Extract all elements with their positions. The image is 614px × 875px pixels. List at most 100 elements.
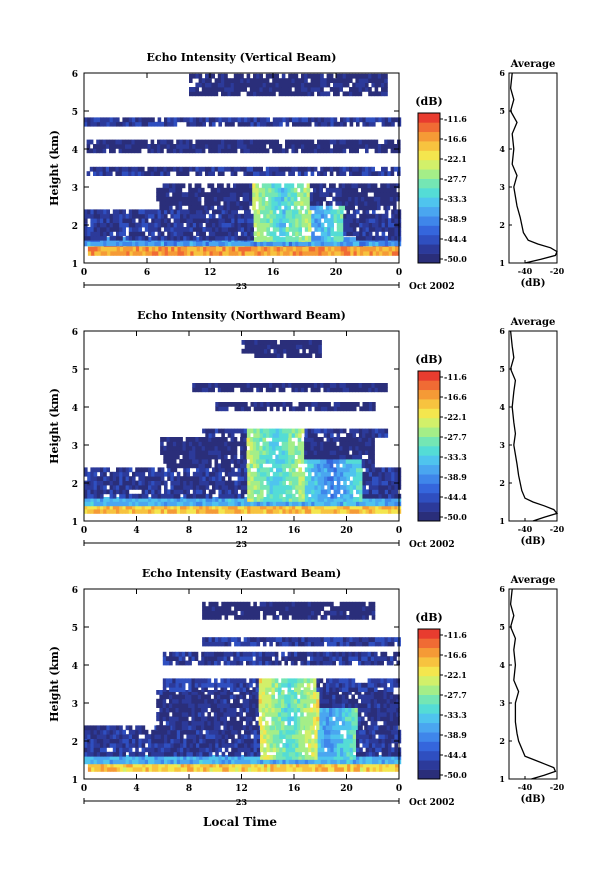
heatmap-cell [282,237,286,242]
average-x-tick-label: -40 [518,266,533,276]
heatmap-cell [182,148,187,154]
heatmap-cell [121,148,126,154]
heatmap-cell [388,755,392,760]
heatmap-cell [343,251,348,256]
heatmap-cell [345,205,349,211]
heatmap-cell [384,218,389,223]
heatmap-cell [269,476,274,481]
heatmap-cell [352,87,356,92]
heatmap-cell [151,117,155,123]
heatmap-cell [358,433,363,438]
heatmap-cell [138,497,142,502]
heatmap-cell [160,148,164,154]
colorbar-tick-label: -16.6 [444,134,467,144]
heatmap-cell [250,471,254,477]
heatmap-cell [249,459,254,464]
heatmap-cell [329,166,334,172]
heatmap-cell [343,222,347,228]
heatmap-cell [365,73,369,79]
heatmap-cell [107,251,111,256]
heatmap-cell [221,227,226,232]
heatmap-cell [333,148,337,154]
heatmap-cell [321,762,326,768]
heatmap-cell [346,493,350,499]
heatmap-cell [388,246,393,252]
heatmap-cell [265,454,270,460]
heatmap-cell [320,91,324,97]
heatmap-cell [132,743,136,748]
heatmap-cell [228,246,233,252]
heatmap-cell [237,218,242,223]
heatmap-cell [237,476,242,481]
heatmap-cell [358,450,363,455]
heatmap-cell [249,450,254,455]
heatmap-cell [160,450,164,455]
heatmap-cell [265,441,270,447]
heatmap-cell [356,489,360,495]
heatmap-cell [365,751,370,757]
heatmap-cell [314,222,318,228]
heatmap-cell [317,480,322,486]
heatmap-cell [231,117,235,123]
heatmap-cell [253,751,258,757]
heatmap-cell [352,91,356,97]
heatmap-cell [122,759,126,765]
heatmap-cell [343,509,347,514]
heatmap-cell [297,82,302,88]
heatmap-cell [355,441,359,447]
heatmap-cell [84,218,88,223]
heatmap-cell [148,246,153,252]
heatmap-cell [126,251,130,256]
heatmap-cell [394,509,398,514]
heatmap-cell [151,743,155,748]
heatmap-cell [237,509,242,514]
heatmap-cell [218,489,222,495]
heatmap-cell [294,463,299,469]
heatmap-cell [154,504,158,510]
heatmap-cell [384,751,389,757]
heatmap-cell [231,501,235,507]
heatmap-cell [292,222,296,228]
heatmap-cell [260,353,265,358]
heatmap-cell [276,504,280,510]
heatmap-cell [167,209,171,215]
heatmap-cell [199,231,203,237]
heatmap-cell [349,78,353,83]
heatmap-cell [119,476,123,481]
heatmap-cell [201,78,206,83]
heatmap-cell [278,454,283,460]
heatmap-cell [368,471,373,477]
heatmap-cell [240,493,245,499]
x-tick-label: 0 [396,526,402,536]
heatmap-cell [106,121,110,127]
heatmap-cell [188,205,192,211]
heatmap-cell [141,235,146,241]
heatmap-cell [208,148,212,154]
heatmap-cell [87,747,91,753]
heatmap-cell [253,433,257,438]
heatmap-cell [166,463,171,469]
heatmap-cell [388,493,392,499]
heatmap-cell [212,497,216,502]
date-label: Oct 2002 [409,282,455,292]
heatmap-cell [371,450,375,455]
heatmap-cell [273,246,278,252]
heatmap-cell [195,87,199,92]
heatmap-cell [304,485,309,490]
heatmap-cell [362,213,366,219]
heatmap-cell [274,196,279,202]
heatmap-cell [249,192,253,197]
heatmap-cell [249,445,254,451]
heatmap-cell [205,144,209,149]
heatmap-cell [384,467,389,473]
heatmap-cell [368,428,373,434]
heatmap-cell [125,471,130,477]
heatmap-cell [311,762,316,768]
heatmap-cell [192,454,196,460]
heatmap-cell [142,762,146,768]
heatmap-cell [118,171,123,176]
heatmap-cell [317,73,321,79]
heatmap-cell [240,433,245,438]
heatmap-cell [208,241,213,247]
heatmap-cell [368,231,373,237]
